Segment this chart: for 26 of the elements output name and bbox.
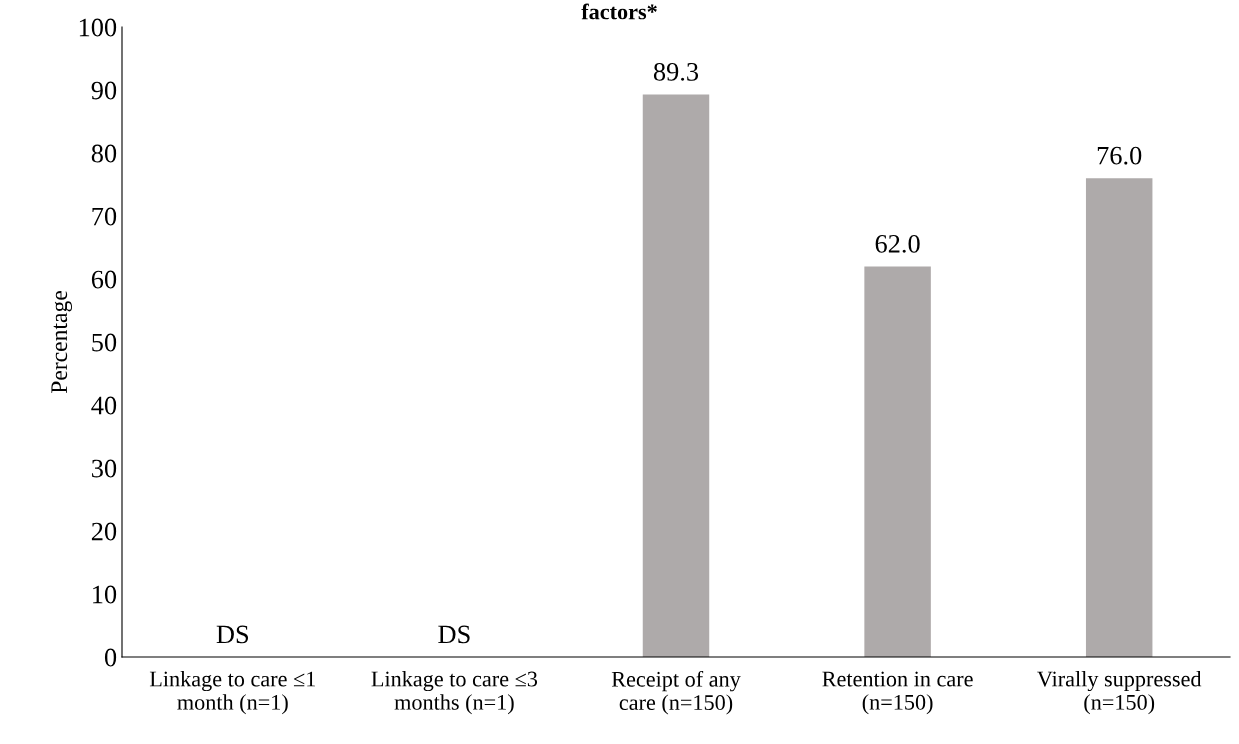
text: DS bbox=[216, 625, 249, 644]
y-tick-label: 80 bbox=[91, 144, 117, 163]
x-tick-label: Receipt of any care (n=150) bbox=[611, 670, 741, 715]
bar bbox=[1085, 178, 1153, 657]
y-tick-label: 40 bbox=[91, 396, 117, 415]
data-label: 76.0 bbox=[1097, 146, 1142, 165]
y-tick-label: 100 bbox=[79, 18, 117, 37]
y-tick-label: 70 bbox=[92, 207, 117, 226]
text: DS bbox=[438, 625, 470, 644]
y-tick-label: 30 bbox=[92, 459, 117, 478]
y-axis-title: Percentage bbox=[51, 291, 72, 394]
x-tick-label: Virally suppressed (n=150) bbox=[1037, 670, 1202, 715]
y-tick-label: 10 bbox=[93, 585, 117, 604]
y-tick-label: 90 bbox=[91, 81, 117, 100]
data-label: 89.3 bbox=[653, 62, 699, 81]
x-tick-label: Retention in care (n=150) bbox=[822, 671, 973, 715]
x-tick-label: Linkage to care ≤1 month (n=1) bbox=[149, 670, 315, 715]
y-tick-label: 0 bbox=[104, 648, 117, 667]
y-tick-label: 20 bbox=[91, 522, 117, 541]
x-tick-label: Linkage to care ≤3 months (n=1) bbox=[371, 670, 538, 715]
data-label: 62.0 bbox=[875, 234, 920, 253]
bar bbox=[642, 94, 710, 657]
y-tick-label: 60 bbox=[91, 270, 117, 289]
chart-title: factors* bbox=[581, 3, 657, 20]
y-tick-label: 50 bbox=[92, 333, 117, 352]
bar bbox=[864, 266, 931, 657]
